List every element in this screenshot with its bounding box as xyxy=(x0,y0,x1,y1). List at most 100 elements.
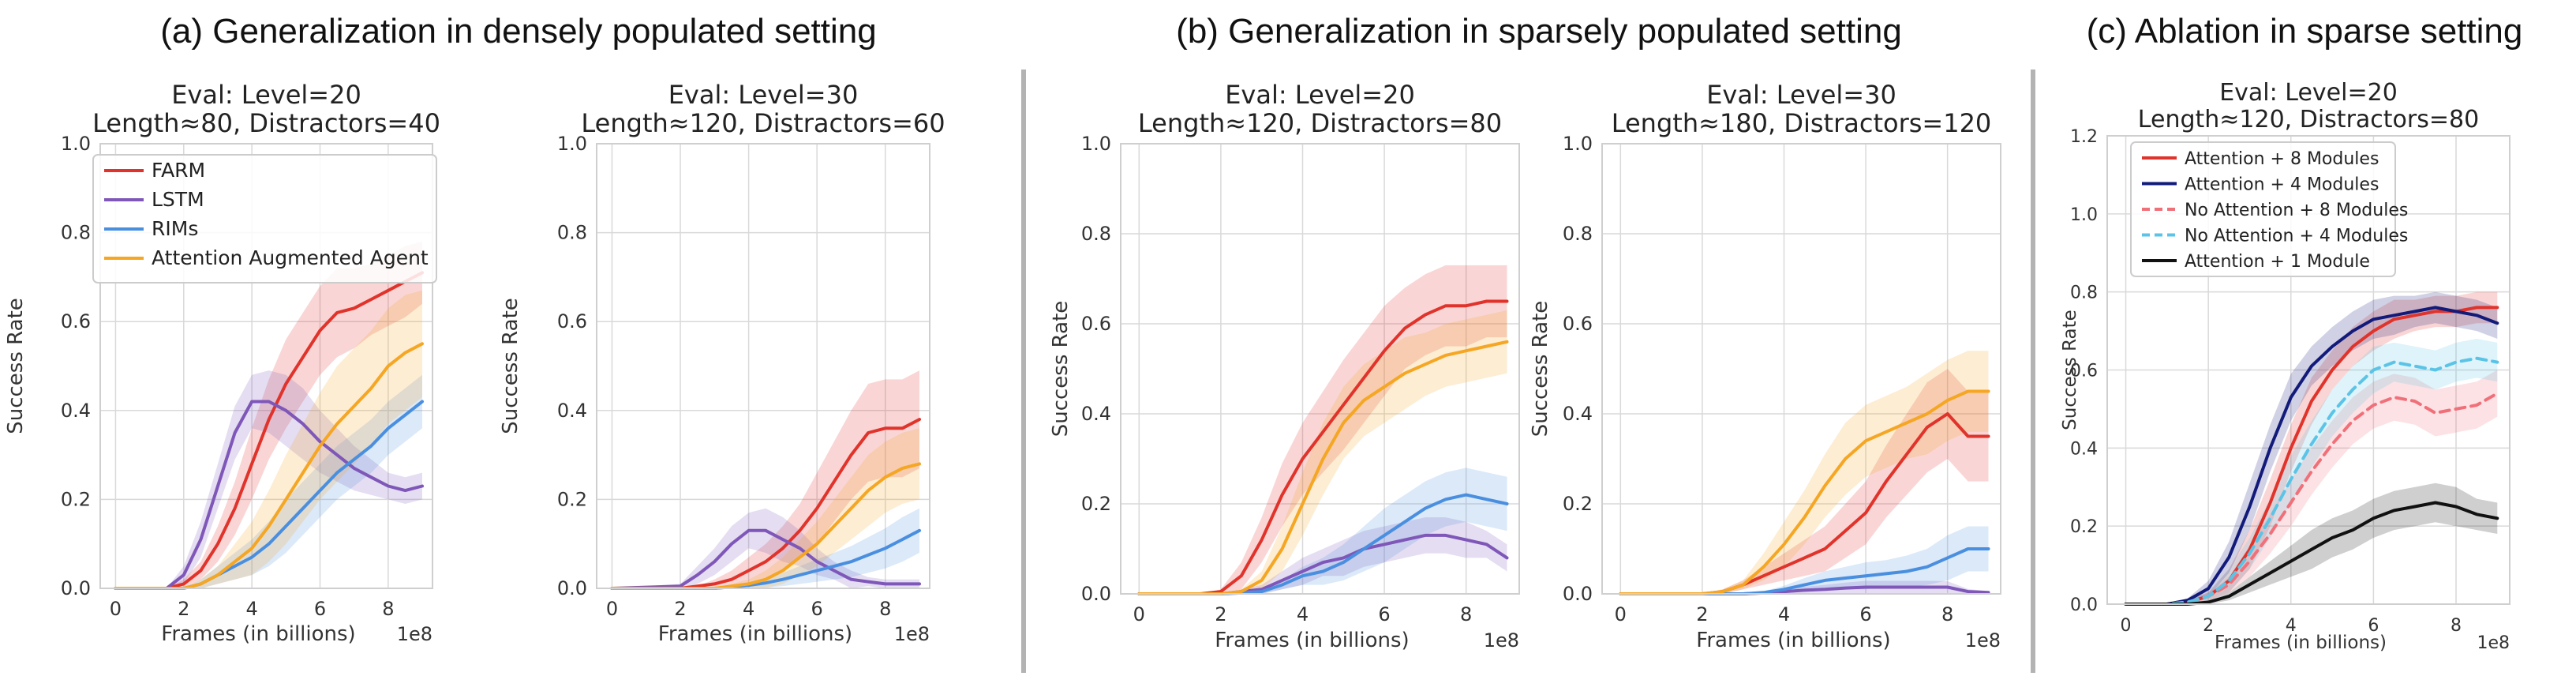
x-axis-label: Frames (in billions) xyxy=(658,622,852,646)
series-band-aaa xyxy=(115,290,422,588)
x-axis-multiplier: 1e8 xyxy=(1484,629,1519,652)
series-band-noatt8 xyxy=(2125,370,2498,604)
x-tick-label: 4 xyxy=(1778,603,1790,625)
y-tick-label: 0.6 xyxy=(61,310,91,332)
series-band-rims xyxy=(612,508,919,588)
group-title-b: (b) Generalization in sparsely populated… xyxy=(1176,12,1902,51)
y-tick-label: 0.6 xyxy=(1563,313,1593,335)
x-tick-label: 0 xyxy=(1615,603,1627,625)
group-title-c: (c) Ablation in sparse setting xyxy=(2087,12,2523,51)
series-band-noatt4 xyxy=(2125,339,2498,604)
series-line-aaa xyxy=(1137,340,1509,595)
x-tick-label: 4 xyxy=(246,598,258,620)
y-tick-label: 0.8 xyxy=(2070,284,2098,303)
plot-frame xyxy=(2106,135,2510,605)
group-title-a: (a) Generalization in densely populated … xyxy=(160,12,876,51)
x-tick-label: 6 xyxy=(2368,616,2379,636)
x-axis-label: Frames (in billions) xyxy=(2215,633,2387,653)
series-line-noatt4 xyxy=(2124,356,2499,606)
y-tick-label: 0.6 xyxy=(1081,313,1111,335)
y-tick-label: 0.4 xyxy=(1081,403,1111,425)
series-band-aaa xyxy=(1620,351,1989,594)
legend-label: LSTM xyxy=(152,188,204,211)
y-tick-label: 0.8 xyxy=(61,222,91,244)
chart-title-line: Length≈120, Distractors=80 xyxy=(1138,108,1502,138)
series-band-farm xyxy=(612,370,919,588)
y-tick-label: 1.0 xyxy=(1081,133,1111,155)
y-axis-label: Success Rate xyxy=(2060,310,2080,430)
y-tick-label: 0.0 xyxy=(1563,583,1593,605)
series-band-att8 xyxy=(2125,291,2498,604)
x-tick-label: 8 xyxy=(1460,603,1472,625)
y-tick-label: 0.0 xyxy=(2070,595,2098,615)
x-tick-label: 6 xyxy=(811,598,823,620)
x-tick-label: 8 xyxy=(2451,616,2462,636)
chart-title-line: Length≈120, Distractors=80 xyxy=(2138,106,2479,133)
y-tick-label: 0.0 xyxy=(557,577,587,599)
plot-frame xyxy=(596,143,930,589)
x-tick-label: 6 xyxy=(1859,603,1871,625)
chart-title-line: Length≈120, Distractors=60 xyxy=(581,108,945,138)
x-axis-multiplier: 1e8 xyxy=(2477,633,2510,653)
y-tick-label: 0.4 xyxy=(1563,403,1593,425)
y-tick-label: 1.2 xyxy=(2070,127,2098,147)
legend-label: RIMs xyxy=(152,217,198,240)
series-band-lstm xyxy=(115,370,422,588)
x-axis-multiplier: 1e8 xyxy=(894,623,930,645)
y-tick-label: 0.0 xyxy=(61,577,91,599)
x-tick-label: 8 xyxy=(879,598,891,620)
legend-label: Attention Augmented Agent xyxy=(152,246,429,269)
y-tick-label: 0.2 xyxy=(1081,493,1111,515)
series-line-att1 xyxy=(2124,501,2499,606)
x-axis-label: Frames (in billions) xyxy=(161,622,355,646)
y-tick-label: 0.4 xyxy=(557,400,587,422)
x-tick-label: 4 xyxy=(1297,603,1309,625)
series-line-lstm xyxy=(610,528,921,590)
plot-frame xyxy=(99,143,433,589)
x-tick-label: 4 xyxy=(2286,616,2297,636)
series-line-farm xyxy=(1137,299,1509,595)
legend-label: FARM xyxy=(152,159,205,182)
legend-label: Attention + 1 Module xyxy=(2185,252,2370,272)
legend-label: Attention + 4 Modules xyxy=(2185,175,2379,195)
series-line-aaa xyxy=(1619,389,1990,595)
series-band-aaa xyxy=(1139,310,1507,594)
series-band-rims xyxy=(1620,526,1989,594)
plot-frame xyxy=(1601,143,2001,595)
y-tick-label: 0.2 xyxy=(2070,517,2098,537)
series-band-att1 xyxy=(2125,483,2498,604)
y-tick-label: 0.8 xyxy=(557,222,587,244)
chart-title-line: Eval: Level=30 xyxy=(668,80,859,110)
chart-title-line: Length≈180, Distractors=120 xyxy=(1612,108,1992,138)
x-tick-label: 2 xyxy=(178,598,189,620)
series-line-farm xyxy=(114,271,424,590)
chart-title-line: Eval: Level=20 xyxy=(171,80,361,110)
y-tick-label: 0.0 xyxy=(1081,583,1111,605)
x-tick-label: 8 xyxy=(1941,603,1953,625)
x-tick-label: 6 xyxy=(314,598,326,620)
chart-title-line: Length≈80, Distractors=40 xyxy=(92,108,440,138)
y-tick-label: 0.8 xyxy=(1563,223,1593,245)
x-tick-label: 0 xyxy=(606,598,618,620)
series-band-farm xyxy=(1620,369,1989,594)
y-tick-label: 0.8 xyxy=(1081,223,1111,245)
y-tick-label: 1.0 xyxy=(61,133,91,155)
y-axis-label: Success Rate xyxy=(1529,301,1552,438)
y-axis-label: Success Rate xyxy=(1049,301,1073,438)
x-tick-label: 2 xyxy=(1696,603,1708,625)
y-tick-label: 1.0 xyxy=(557,133,587,155)
x-tick-label: 0 xyxy=(1133,603,1145,625)
series-band-farm xyxy=(115,241,422,588)
chart-title-line: Eval: Level=30 xyxy=(1706,80,1896,110)
series-line-farm xyxy=(610,418,921,590)
series-band-aaa xyxy=(612,428,919,588)
series-band-att4 xyxy=(2125,291,2498,604)
x-axis-multiplier: 1e8 xyxy=(397,623,432,645)
x-tick-label: 6 xyxy=(1378,603,1390,625)
y-tick-label: 0.6 xyxy=(557,310,587,332)
